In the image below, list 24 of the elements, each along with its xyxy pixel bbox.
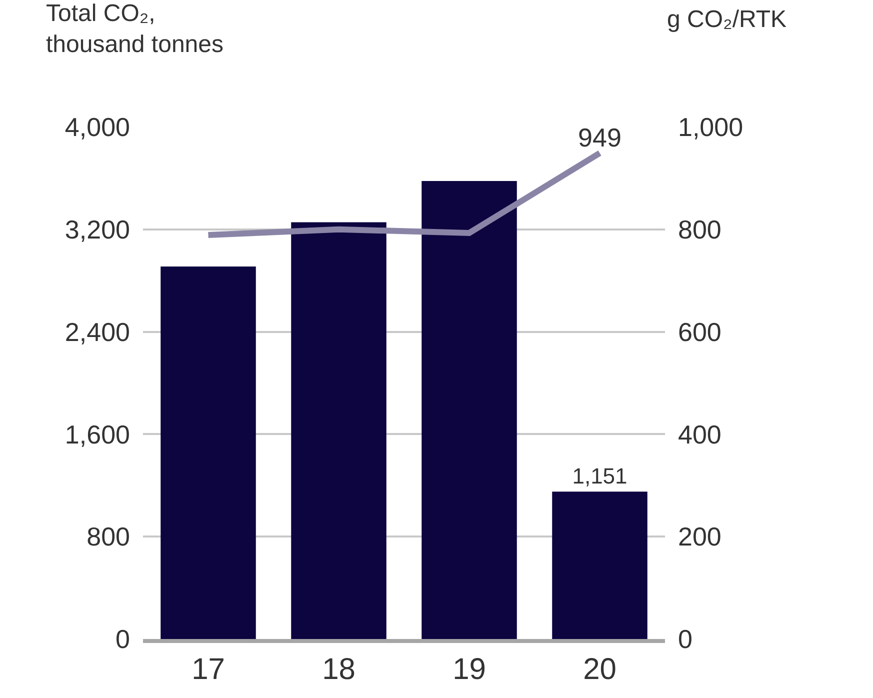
data-label: 949 (578, 122, 622, 153)
y-tick-label: 3,200 (64, 214, 130, 244)
y-tick-label: 2,400 (64, 316, 130, 347)
bar (291, 222, 386, 639)
data-label: 1,151 (572, 464, 628, 489)
bar (422, 181, 517, 639)
x-tick-label: 17 (192, 653, 225, 686)
bar (160, 266, 256, 639)
y2-tick-label: 200 (678, 522, 722, 552)
y-axis-title: Total CO₂, thousand tonnes (46, 0, 224, 58)
y2-tick-label: 800 (678, 214, 722, 244)
x-tick-label: 19 (452, 653, 486, 686)
x-tick-label: 20 (583, 653, 616, 686)
y-tick-label: 800 (86, 522, 130, 552)
x-tick-label: 18 (322, 653, 356, 686)
y2-axis-title: g CO₂/RTK (667, 6, 787, 33)
y-tick-label: 4,000 (64, 112, 130, 142)
y2-tick-label: 0 (678, 624, 692, 654)
y2-tick-label: 400 (678, 419, 722, 450)
bar (552, 492, 648, 639)
y2-tick-label: 1,000 (678, 112, 744, 142)
y-tick-label: 0 (116, 624, 130, 654)
y-tick-label: 1,600 (64, 419, 130, 450)
y2-tick-label: 600 (678, 316, 722, 347)
